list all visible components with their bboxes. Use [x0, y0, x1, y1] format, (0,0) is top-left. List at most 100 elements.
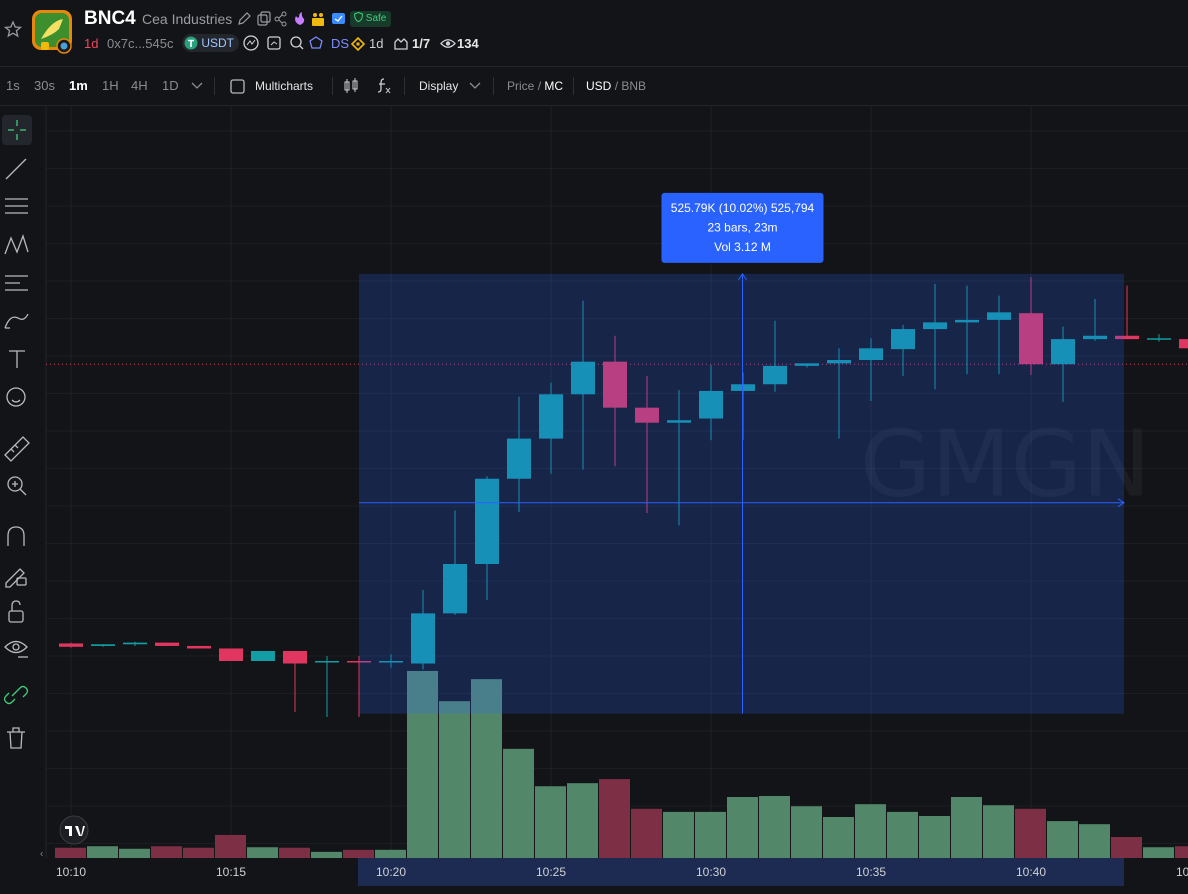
interval-button[interactable]: 1m	[69, 78, 88, 93]
measure-label: Vol 3.12 M	[714, 240, 771, 254]
candle-body	[891, 329, 915, 350]
candle-body	[219, 648, 243, 662]
volume-bar	[1015, 808, 1046, 858]
multicharts-checkbox[interactable]	[230, 79, 245, 94]
holders-icon	[394, 38, 408, 50]
volume-bar	[983, 805, 1014, 858]
volume-bar	[919, 815, 950, 858]
indicators[interactable]	[375, 77, 393, 95]
candle-body	[763, 365, 787, 385]
logo-circle	[59, 815, 89, 845]
scroll-left: ‹	[40, 849, 43, 860]
token-symbol: BNC4	[84, 8, 136, 29]
tool-projection[interactable]	[5, 275, 28, 291]
x-tick-label: 10:35	[856, 865, 886, 879]
volume-bar	[663, 811, 694, 858]
interval-button[interactable]: 4H	[131, 78, 148, 93]
display-dropdown[interactable]	[468, 80, 482, 92]
safe-text: Safe	[365, 13, 387, 24]
token-address[interactable]: 0x7c...545c	[107, 36, 174, 51]
tool-emoji[interactable]	[6, 387, 26, 407]
volume-bar	[439, 701, 470, 858]
tool-brush[interactable]	[4, 313, 29, 329]
watermark: GMGN	[860, 410, 1151, 517]
volume-bar	[951, 797, 982, 858]
tool-ruler[interactable]	[4, 436, 30, 462]
bnb-option[interactable]: BNB	[621, 79, 647, 93]
tool-line[interactable]	[5, 158, 27, 180]
volume-bar	[1111, 836, 1142, 858]
currency-toggle[interactable]: USD / BNB	[586, 79, 646, 93]
header-icons[interactable]	[236, 10, 348, 28]
separator: /	[614, 79, 619, 93]
volume-bar	[759, 795, 790, 858]
tool-magnet[interactable]	[7, 526, 25, 546]
volume-bar	[183, 847, 214, 858]
x-tick-label: 10:30	[696, 865, 726, 879]
candle-body	[123, 642, 147, 645]
x-tick-label: 10:45	[1176, 865, 1188, 879]
x-tick-label: 10:25	[536, 865, 566, 879]
token-name: Cea Industries	[142, 11, 233, 27]
favorite-star[interactable]	[4, 20, 22, 40]
interval-button[interactable]: 1s	[6, 78, 20, 93]
quote-badge: USDT	[182, 34, 240, 52]
candle-body	[507, 438, 531, 479]
tool-visibility[interactable]	[4, 640, 28, 654]
volume-bar	[695, 811, 726, 858]
measure-v-head	[738, 272, 747, 281]
tool-zoom[interactable]	[7, 476, 23, 492]
separator: /	[537, 79, 542, 93]
mc-option[interactable]: MC	[544, 79, 564, 93]
candle-style[interactable]	[342, 77, 360, 95]
candle-body	[411, 613, 435, 664]
volume-bar	[567, 783, 598, 858]
tool-link[interactable]	[3, 685, 29, 705]
tool-delete[interactable]	[7, 727, 25, 749]
interval-dropdown[interactable]	[190, 80, 204, 92]
volume-bar	[823, 817, 854, 858]
volume-bar	[343, 849, 374, 858]
candle-body	[187, 645, 211, 649]
price-option[interactable]: Price	[507, 79, 535, 93]
volume-bar	[791, 806, 822, 858]
drawing-tools	[2, 115, 32, 749]
tool-pattern[interactable]	[4, 233, 29, 255]
divider	[573, 77, 574, 95]
candle-body	[859, 348, 883, 361]
x-tick-label: 10:40	[1016, 865, 1046, 879]
volume-bar	[631, 808, 662, 858]
x-tick-label: 10:15	[216, 865, 246, 879]
tool-fib[interactable]	[5, 198, 28, 214]
volume-bar	[855, 804, 886, 858]
token-header: BNC4 Cea Industries Safe 1d 0x7c...545c …	[0, 0, 1188, 67]
tool-crosshair[interactable]	[8, 120, 26, 140]
candle-body	[251, 650, 275, 662]
volume-bar	[55, 847, 86, 858]
volume-bar	[119, 848, 150, 858]
candle-body	[59, 643, 83, 647]
display[interactable]: Display	[419, 79, 459, 93]
candle-body	[155, 642, 179, 646]
views: 134	[457, 36, 479, 51]
interval-button[interactable]: 1D	[162, 78, 179, 93]
measure-label: 525.79K (10.02%) 525,794	[671, 201, 815, 215]
multicharts[interactable]: Multicharts	[255, 79, 314, 93]
volume-bar	[535, 786, 566, 858]
tool-text[interactable]	[9, 350, 25, 368]
volume-bar	[1047, 821, 1078, 858]
dex-age: 1d	[369, 36, 384, 51]
interval-button[interactable]: 1H	[102, 78, 119, 93]
interval-button[interactable]: 30s	[34, 78, 55, 93]
volume-bar	[151, 846, 182, 858]
tool-unlock[interactable]	[8, 610, 24, 623]
candle-body	[699, 390, 723, 419]
chart-toolbar: 1s 30s 1m 1H 4H 1D Multicharts Display Price …	[0, 67, 1188, 106]
candle-body	[1147, 338, 1171, 340]
price-mc-toggle[interactable]: Price / MC	[507, 79, 563, 93]
volume-bar	[1079, 824, 1110, 858]
volume-bar	[727, 797, 758, 858]
header-tools[interactable]	[242, 34, 328, 52]
usd-option[interactable]: USD	[586, 79, 612, 93]
